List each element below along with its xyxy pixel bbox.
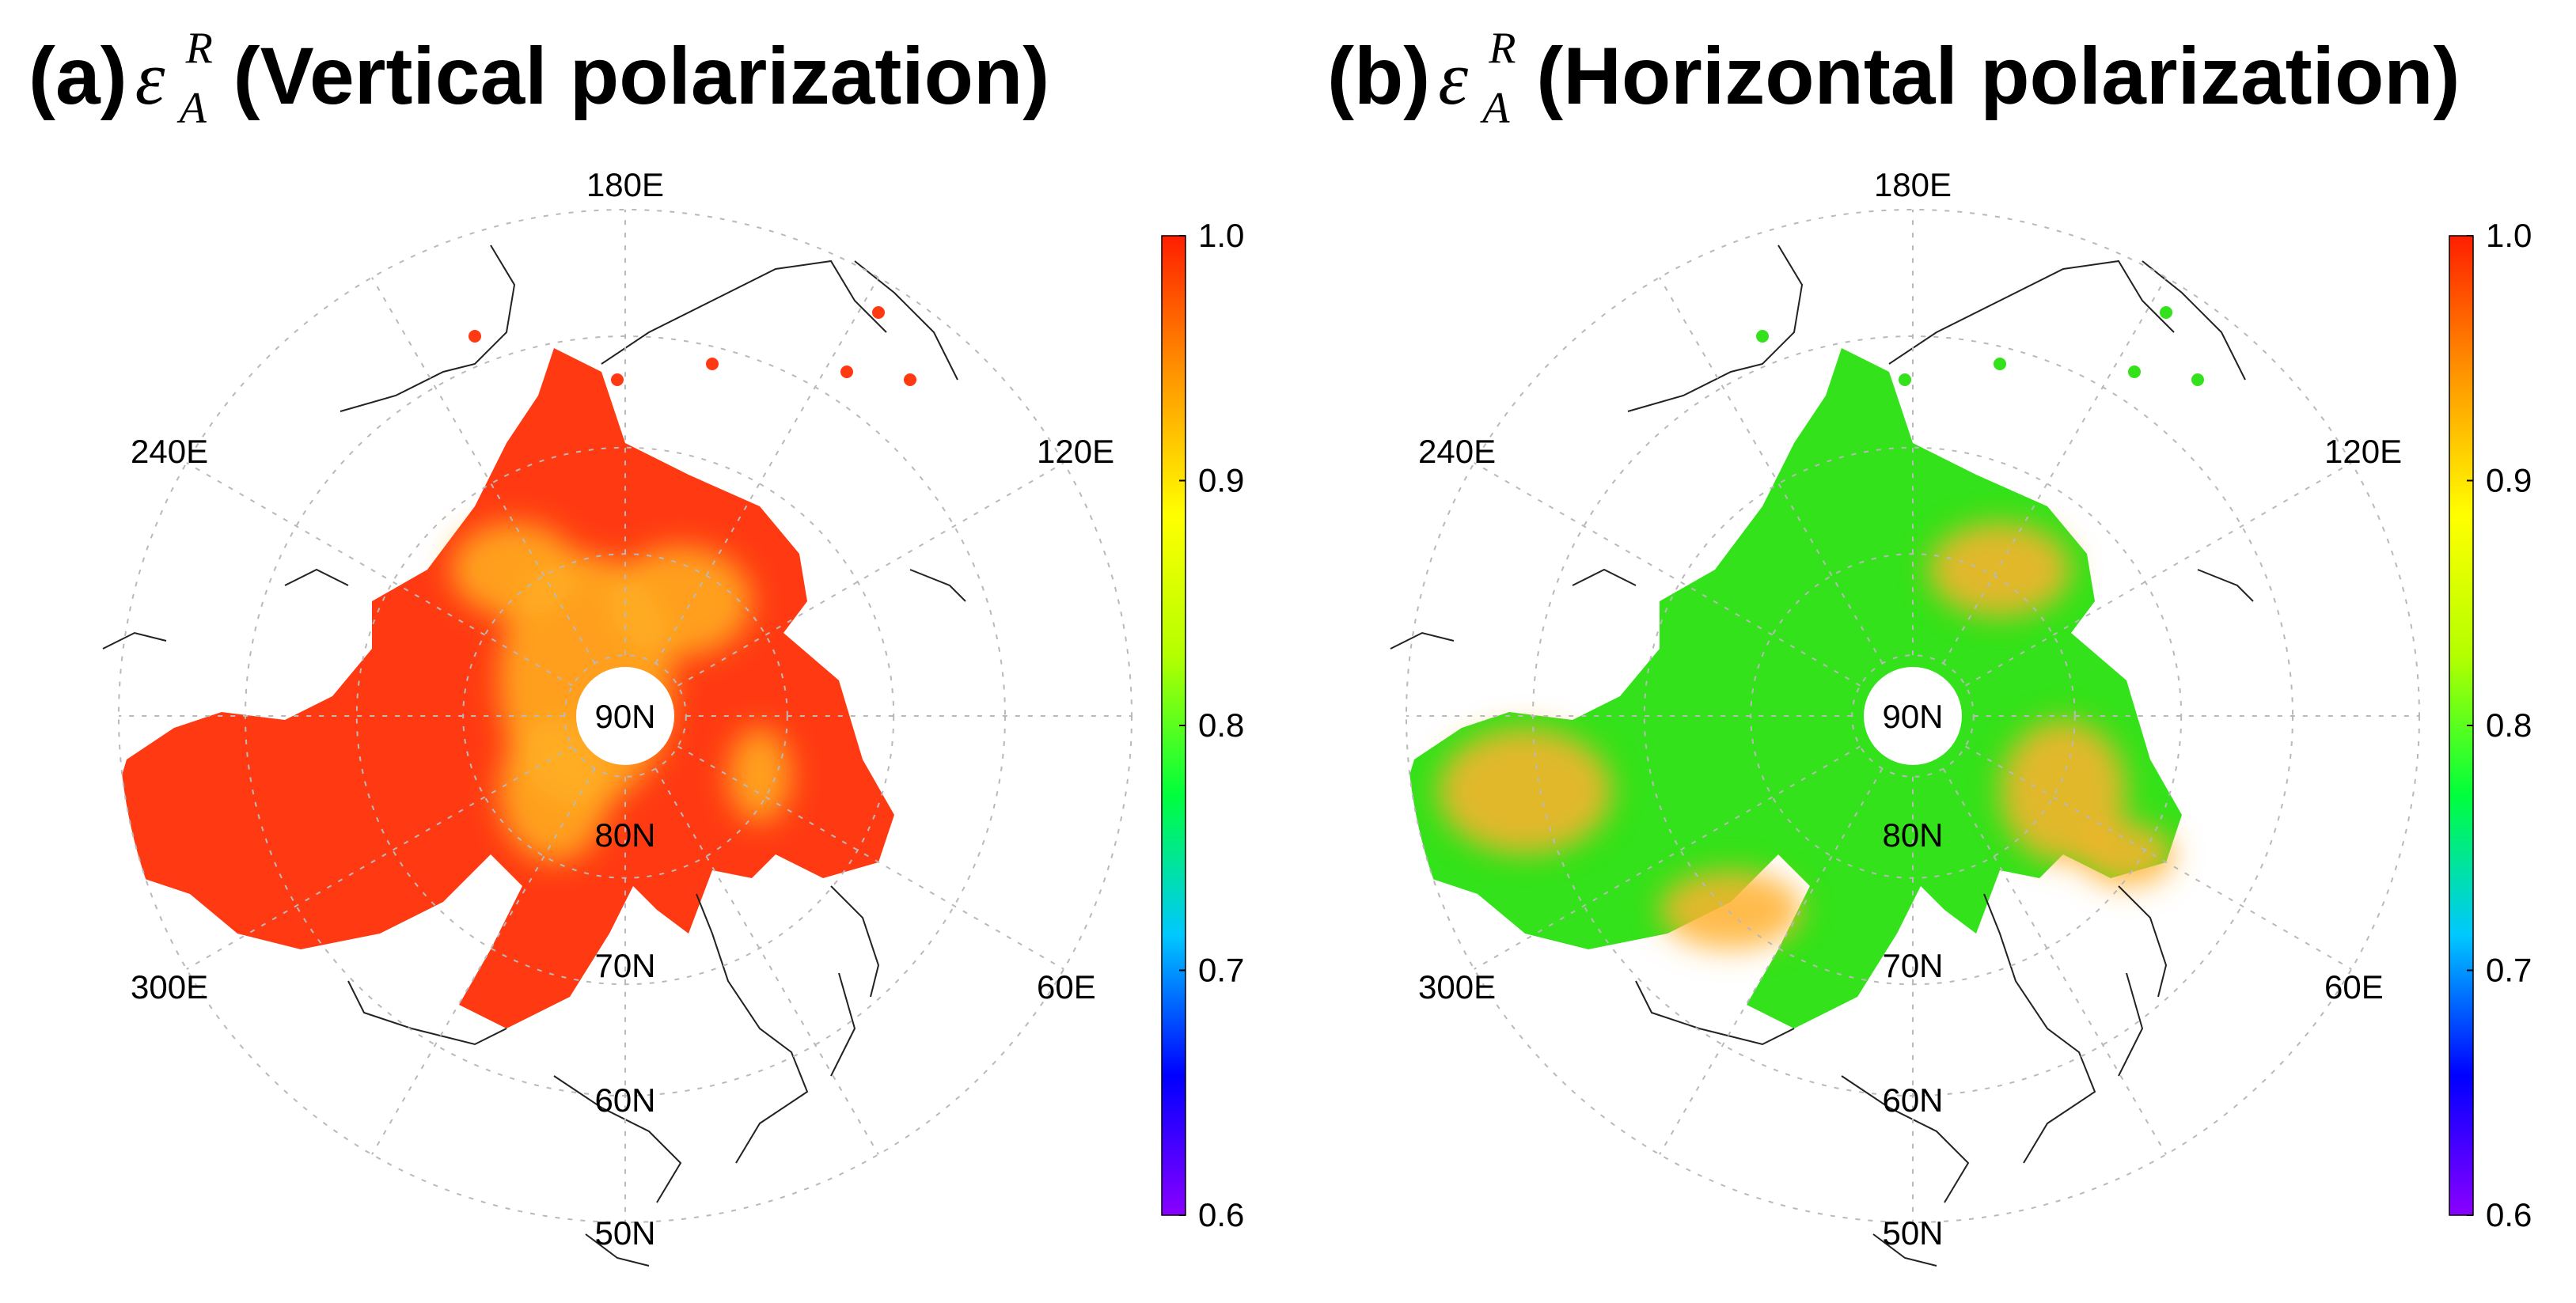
sea-ice-field xyxy=(1406,348,2182,1028)
colorbar-tick-label: 0.8 xyxy=(1198,706,1244,744)
colorbar-tick-label: 0.7 xyxy=(1198,952,1244,989)
latitude-label: 70N xyxy=(1882,947,1943,984)
longitude-label: 60E xyxy=(2324,968,2384,1006)
map-panel-a: (a) ε R A (Vertical polarization) 90N 80N 70N 6… xyxy=(28,24,1244,1267)
sea-ice-region xyxy=(119,348,894,1028)
longitude-label: 300E xyxy=(1418,968,1496,1006)
latitude-label: 70N xyxy=(594,947,655,984)
latitude-label: 60N xyxy=(1882,1081,1943,1119)
panel-title-a: (a) ε R A (Vertical polarization) xyxy=(28,24,1050,133)
pole-hole xyxy=(1864,667,1962,765)
latitude-label: 50N xyxy=(594,1214,655,1252)
colorbar-tick-label: 0.7 xyxy=(2486,952,2532,989)
longitude-label: 240E xyxy=(131,433,208,470)
map-panel-b: (b) ε R A (Horizontal polarization) 90N 80N 70… xyxy=(1288,0,2575,1303)
colorbar-tick-label: 0.9 xyxy=(2486,462,2532,499)
panel-title-b: (b) ε R A (Horizontal polarization) xyxy=(1327,24,2460,133)
colorbar-tick-label: 1.0 xyxy=(1198,217,1244,254)
colorbar-tick-label: 0.6 xyxy=(2486,1196,2532,1233)
coastlines xyxy=(1390,244,2254,1267)
longitude-label: 120E xyxy=(2324,433,2402,470)
longitude-label: 180E xyxy=(586,166,664,203)
coastlines xyxy=(102,244,966,1267)
panel-label-b: (b) xyxy=(1327,31,1431,121)
pole-hole xyxy=(576,667,674,765)
sea-ice-field xyxy=(119,348,894,1028)
panel-label-a: (a) xyxy=(28,31,127,121)
polar-grid xyxy=(118,209,1132,1223)
longitude-label: 240E xyxy=(1418,433,1496,470)
panel-subtitle-a: (Vertical polarization) xyxy=(233,31,1050,121)
latitude-label: 80N xyxy=(1882,816,1943,854)
latitude-label: 60N xyxy=(594,1081,655,1119)
latitude-label: 90N xyxy=(594,698,655,735)
polar-map-a: 90N 80N 70N 60N 50N 180E 120E 60E 240E 300E 1.0 0.9… xyxy=(102,166,1244,1267)
colorbar-tick-label: 0.8 xyxy=(2486,706,2532,744)
latitude-label: 90N xyxy=(1882,698,1943,735)
longitude-label: 120E xyxy=(1037,433,1114,470)
sea-ice-region xyxy=(1406,348,2182,1028)
longitude-label: 180E xyxy=(1874,166,1952,203)
polar-map-b: 90N 80N 70N 60N 50N 180E 120E 60E 240E 300E 1.0 0.9… xyxy=(1390,166,2532,1267)
latitude-label: 80N xyxy=(594,816,655,854)
panel-subtitle-b: (Horizontal polarization) xyxy=(1536,31,2460,121)
colorbar-tick-label: 0.6 xyxy=(1198,1196,1244,1233)
colorbar-tick-label: 0.9 xyxy=(1198,462,1244,499)
longitude-label: 60E xyxy=(1037,968,1096,1006)
latitude-label: 50N xyxy=(1882,1214,1943,1252)
longitude-label: 300E xyxy=(131,968,208,1006)
polar-grid xyxy=(1406,209,2420,1223)
colorbar-tick-label: 1.0 xyxy=(2486,217,2532,254)
